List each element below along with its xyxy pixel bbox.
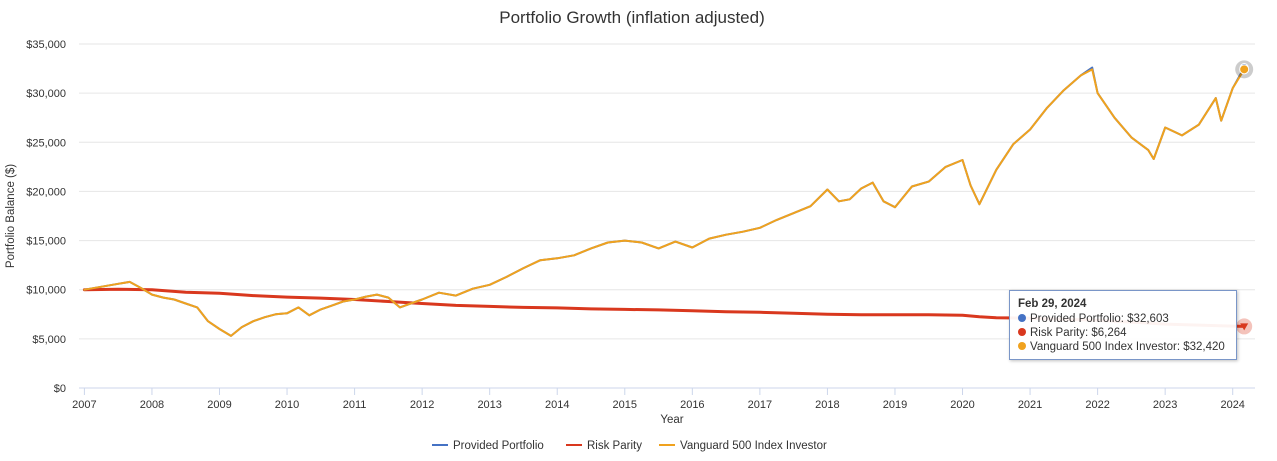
y-tick-label: $0	[54, 383, 66, 395]
chart-title: Portfolio Growth (inflation adjusted)	[499, 8, 765, 27]
legend-label-provided-portfolio[interactable]: Provided Portfolio	[453, 440, 544, 452]
legend: Provided Portfolio Risk Parity Vanguard 50…	[432, 440, 827, 452]
y-tick-label: $35,000	[26, 39, 66, 51]
x-tick-label: 2010	[275, 399, 299, 411]
x-tick-label: 2017	[748, 399, 772, 411]
tooltip-row-vanguard: Vanguard 500 Index Investor: $32,420	[1018, 340, 1228, 354]
x-tick-label: 2015	[613, 399, 637, 411]
x-tick-label: 2008	[140, 399, 164, 411]
x-tick-label: 2014	[545, 399, 569, 411]
series-line-vanguard-500-index-investor[interactable]	[83, 68, 1246, 337]
y-tick-label: $30,000	[26, 88, 66, 100]
tooltip-date: Feb 29, 2024	[1018, 298, 1087, 310]
y-axis-title: Portfolio Balance ($)	[5, 164, 17, 268]
legend-label-risk-parity[interactable]: Risk Parity	[587, 440, 642, 452]
x-tick-label: 2018	[815, 399, 839, 411]
x-axis-ticks: 2007 2008 2009 2010 2011 2012 2013 2014 2015 2016…	[72, 388, 1245, 411]
x-tick-label: 2021	[1018, 399, 1042, 411]
x-tick-label: 2019	[883, 399, 907, 411]
tooltip: Feb 29, 2024 Provided Portfolio: $32,603…	[1009, 290, 1237, 360]
tooltip-row-provided-portfolio: Provided Portfolio: $32,603	[1018, 312, 1228, 326]
tooltip-row-risk-parity: Risk Parity: $6,264	[1018, 326, 1228, 340]
x-tick-label: 2016	[680, 399, 704, 411]
x-tick-label: 2007	[72, 399, 96, 411]
tooltip-dot-risk-parity	[1018, 328, 1026, 336]
y-axis-ticks: $0 $5,000 $10,000 $15,000 $20,000 $25,000 $30,…	[26, 39, 66, 395]
hover-markers	[1235, 60, 1254, 335]
x-tick-label: 2024	[1220, 399, 1244, 411]
tooltip-dot-vanguard	[1018, 342, 1026, 350]
y-tick-label: $10,000	[26, 285, 66, 297]
grid	[79, 43, 1255, 340]
x-tick-label: 2013	[477, 399, 501, 411]
tooltip-dot-provided	[1018, 314, 1026, 322]
y-tick-label: $20,000	[26, 186, 66, 198]
y-tick-label: $15,000	[26, 236, 66, 248]
y-tick-label: $5,000	[32, 334, 66, 346]
tooltip-value-provided: Provided Portfolio: $32,603	[1030, 313, 1169, 325]
x-axis-title: Year	[660, 414, 683, 426]
x-tick-label: 2009	[207, 399, 231, 411]
tooltip-value-vanguard: Vanguard 500 Index Investor: $32,420	[1030, 341, 1225, 353]
legend-label-vanguard-500-index-investor[interactable]: Vanguard 500 Index Investor	[680, 440, 827, 452]
y-tick-label: $25,000	[26, 137, 66, 149]
x-tick-label: 2020	[950, 399, 974, 411]
x-tick-label: 2023	[1153, 399, 1177, 411]
x-tick-label: 2012	[410, 399, 434, 411]
hover-marker-vanguard	[1239, 64, 1250, 75]
x-tick-label: 2022	[1085, 399, 1109, 411]
x-tick-label: 2011	[343, 399, 367, 411]
tooltip-value-risk-parity: Risk Parity: $6,264	[1030, 327, 1127, 339]
hover-marker-risk-parity	[1240, 323, 1249, 331]
